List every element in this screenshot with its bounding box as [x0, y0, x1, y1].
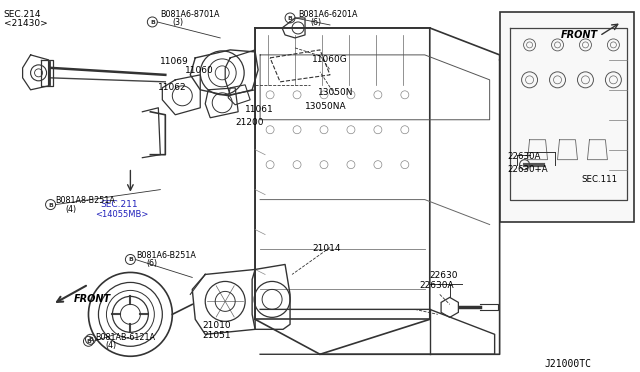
Text: 11069: 11069	[161, 57, 189, 66]
Text: 11061: 11061	[245, 105, 274, 114]
Text: 21014: 21014	[312, 244, 340, 253]
Text: (6): (6)	[310, 18, 321, 27]
Text: B081A6-8701A: B081A6-8701A	[161, 10, 220, 19]
Text: 21051: 21051	[202, 331, 231, 340]
Text: B: B	[287, 16, 292, 21]
Bar	[500, 12, 634, 222]
Text: 22630A: 22630A	[508, 152, 541, 161]
Text: 22630: 22630	[430, 272, 458, 280]
Text: 22630A: 22630A	[420, 282, 454, 291]
Text: 22630+A: 22630+A	[508, 165, 548, 174]
Text: 11062: 11062	[158, 83, 187, 92]
Text: (4): (4)	[106, 341, 116, 350]
Text: B081AB-6121A: B081AB-6121A	[95, 333, 156, 342]
Text: J21000TC: J21000TC	[545, 359, 591, 369]
Text: (6): (6)	[147, 259, 157, 269]
Text: FRONT: FRONT	[74, 294, 111, 304]
Text: SEC.111: SEC.111	[582, 174, 618, 184]
Text: <21430>: <21430>	[4, 19, 47, 28]
Text: B: B	[86, 339, 91, 344]
Text: B: B	[128, 257, 133, 263]
Text: FRONT: FRONT	[561, 30, 598, 40]
Text: SEC.211: SEC.211	[100, 200, 138, 209]
Text: 21200: 21200	[235, 118, 264, 127]
Text: B081A6-B251A: B081A6-B251A	[136, 251, 196, 260]
Text: B: B	[48, 203, 53, 208]
Text: SEC.214: SEC.214	[4, 10, 41, 19]
Text: 11060: 11060	[185, 66, 214, 75]
Text: 13050NA: 13050NA	[305, 102, 347, 111]
Text: B081A8-B251A: B081A8-B251A	[56, 196, 115, 205]
Text: 11060G: 11060G	[312, 55, 348, 64]
Text: 21010: 21010	[202, 321, 231, 330]
Text: B081A6-6201A: B081A6-6201A	[298, 10, 358, 19]
Text: <14055MB>: <14055MB>	[95, 209, 149, 219]
Text: B: B	[88, 337, 93, 342]
Text: (3): (3)	[172, 18, 184, 27]
Text: B: B	[150, 20, 155, 25]
Text: 13050N: 13050N	[318, 88, 353, 97]
Text: (4): (4)	[65, 205, 77, 214]
